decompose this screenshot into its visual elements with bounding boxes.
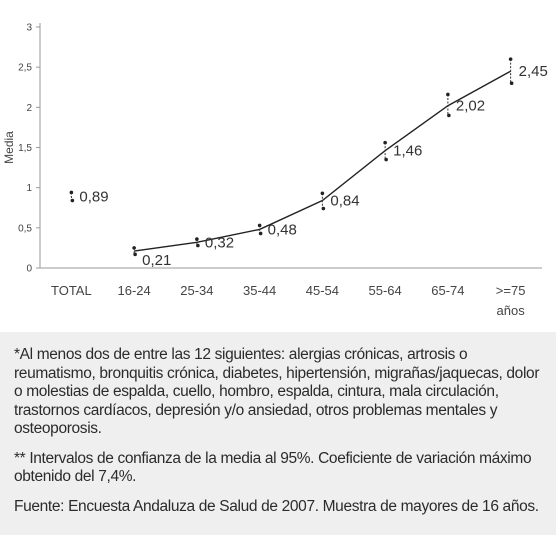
x-tick-label: 55-64 [369,283,402,298]
y-tick-label: 1,5 [18,143,32,154]
data-label: 2,02 [456,98,485,115]
y-tick-label: 0,5 [18,223,32,234]
x-tick-label: 45-54 [306,283,339,298]
error-bar-cap-high [508,57,513,61]
error-bar-cap-high [320,191,325,196]
source-note: Fuente: Encuesta Andaluza de Salud de 20… [14,497,539,515]
data-label: 0,84 [330,193,359,210]
data-label: 1,46 [393,143,422,160]
error-bar-cap-low [258,231,263,236]
x-tick-label: 16-24 [118,283,151,298]
data-label: 0,32 [205,234,234,251]
y-tick-label: 0 [26,264,32,275]
error-bar-cap-low [384,157,388,162]
error-bar-cap-low [509,81,514,86]
x-tick-label: 65-74 [431,283,464,298]
error-bar-cap-high [383,140,387,145]
y-tick-label: 1 [26,183,32,194]
footnote-confidence-intervals: ** Intervalos de confianza de la media a… [14,449,532,486]
error-bar-cap-low [133,252,137,257]
x-tick-label: años [497,303,526,318]
chart-area: 0 0,5 1 1,5 2 2,5 3 Media TOTAL 16-24 25-34 35-44 45… [2,22,548,319]
error-bar-cap-low [321,206,326,211]
series-line [134,70,511,252]
line-chart: 0 0,5 1 1,5 2 2,5 3 Media TOTAL 16-24 25-34 35-44 45… [2,23,548,319]
y-tick-label: 2,5 [18,63,32,74]
data-label: 0,89 [79,189,108,206]
error-bar-cap-high [257,223,262,228]
x-tick-label: 25-34 [180,283,213,298]
error-bar-cap-high [132,246,136,250]
data-label: 0,21 [142,252,171,269]
error-bar-cap-high [195,237,199,241]
y-tick-label: 3 [26,23,32,34]
notes-panel: *Al menos dos de entre las 12 siguientes… [0,332,556,535]
x-tick-label: TOTAL [51,283,92,298]
error-bar-cap-high [446,92,450,97]
y-axis-title: Media [2,131,16,164]
x-tick-label: >=75 [496,283,526,298]
y-tick-label: 2 [26,103,32,114]
data-label: 2,45 [519,63,548,80]
x-tick-label: 35-44 [243,283,276,298]
error-bar-cap-low [196,243,200,248]
error-bar-cap-low [70,198,75,203]
data-label: 0,48 [268,221,297,238]
footnote-conditions: *Al menos dos de entre las 12 siguientes… [14,346,540,437]
error-bar-cap-high [69,190,74,195]
error-bar-cap-low [447,113,451,118]
